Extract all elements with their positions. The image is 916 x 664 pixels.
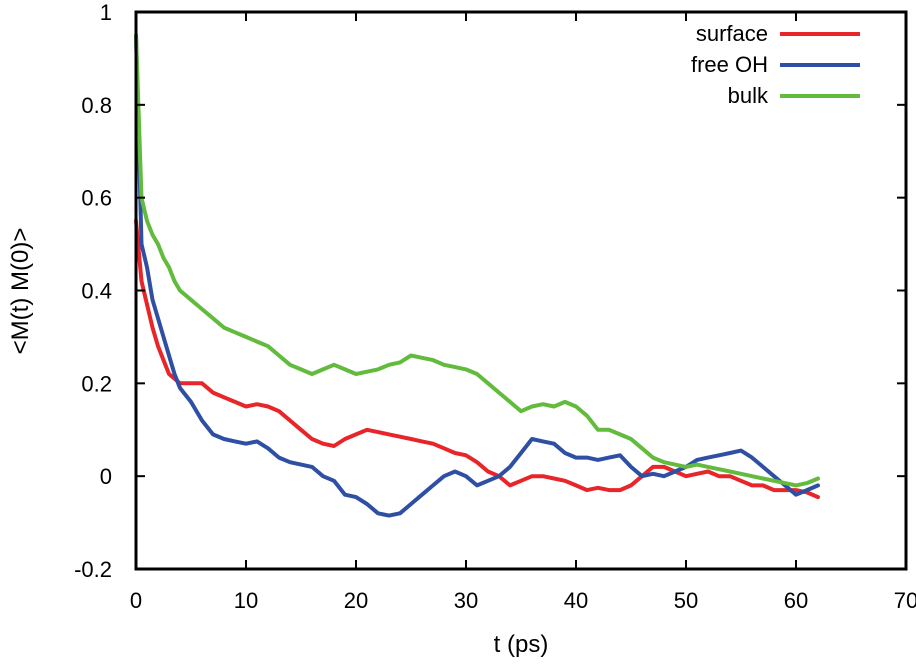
x-tick-label: 30 bbox=[454, 588, 478, 613]
series-line-free-oh bbox=[134, 33, 820, 518]
y-tick-label: 0 bbox=[100, 464, 112, 489]
y-tick-label: 0.6 bbox=[81, 186, 112, 211]
ticks-layer: 0 10 20 30 40 50 60 70 -0.2 0 0.2 0.4 0.6 0.8 1 bbox=[74, 0, 916, 613]
x-tick-label: 60 bbox=[784, 588, 808, 613]
x-axis-label: t (ps) bbox=[494, 631, 549, 658]
y-tick-label: 0.2 bbox=[81, 371, 112, 396]
x-tick-label: 10 bbox=[234, 588, 258, 613]
legend-label-surface: surface bbox=[696, 21, 768, 46]
x-tick-label: 20 bbox=[344, 588, 368, 613]
plot-frame bbox=[134, 10, 908, 571]
x-tick-label: 50 bbox=[674, 588, 698, 613]
x-tick-label: 70 bbox=[894, 588, 916, 613]
series-line-surface bbox=[134, 218, 820, 500]
legend-label-bulk: bulk bbox=[728, 83, 769, 108]
x-tick-label: 40 bbox=[564, 588, 588, 613]
y-tick-label: 0.8 bbox=[81, 93, 112, 118]
legend: surface free OH bulk bbox=[691, 21, 860, 108]
x-tick-label: 0 bbox=[130, 588, 142, 613]
series-line-bulk bbox=[134, 33, 820, 488]
y-tick-label: 0.4 bbox=[81, 279, 112, 304]
legend-label-free-oh: free OH bbox=[691, 52, 768, 77]
y-tick-label: -0.2 bbox=[74, 557, 112, 582]
y-axis-label: <M(t) M(0)> bbox=[7, 228, 34, 355]
series-layer bbox=[134, 33, 820, 518]
y-tick-label: 1 bbox=[100, 0, 112, 25]
